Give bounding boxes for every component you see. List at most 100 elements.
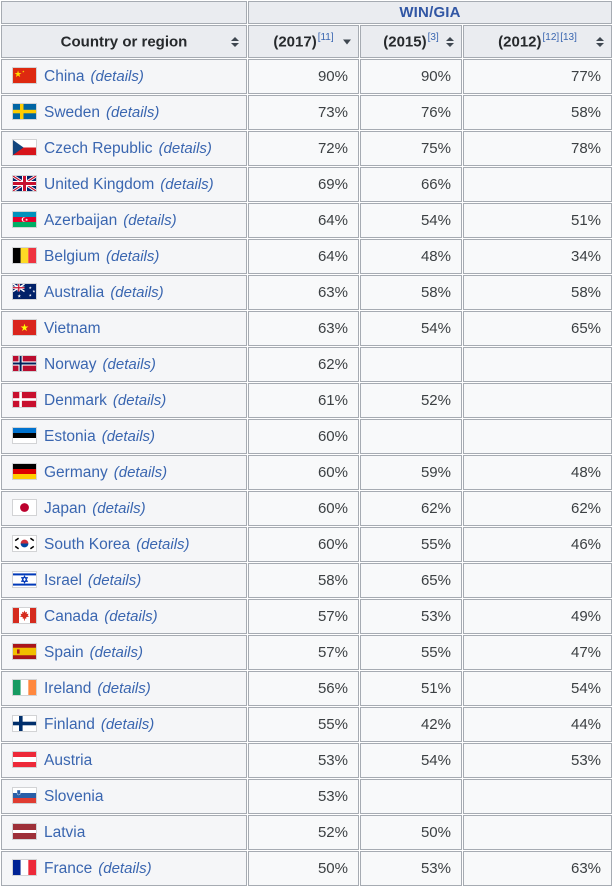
country-link[interactable]: Belgium — [44, 247, 100, 265]
value-2015: 53% — [360, 851, 462, 886]
flag-icon-china: ★ ★ — [13, 67, 36, 83]
details-link[interactable]: (details) — [104, 607, 158, 625]
country-cell: Latvia — [1, 815, 247, 850]
country-link[interactable]: China — [44, 67, 85, 85]
country-link[interactable]: Estonia — [44, 427, 96, 445]
details-link[interactable]: (details) — [89, 643, 144, 661]
value-2015: 75% — [360, 131, 462, 166]
country-link[interactable]: Sweden — [44, 103, 101, 121]
flag-icon-australia: ★ ★ ★ ★ — [13, 283, 36, 299]
value-2017: 63% — [248, 275, 359, 310]
details-link[interactable]: (details) — [110, 283, 164, 301]
value-2015 — [360, 347, 462, 382]
country-link[interactable]: Azerbaijan — [44, 211, 118, 229]
country-link[interactable]: Spain — [44, 643, 84, 661]
country-cell: Finland (details) — [1, 707, 247, 742]
value-2012 — [463, 347, 613, 382]
column-label: (2012) — [498, 33, 542, 51]
reference-link[interactable]: [13] — [560, 31, 577, 43]
details-link[interactable]: (details) — [113, 463, 168, 481]
value-2012 — [463, 779, 613, 814]
column-header-v2017[interactable]: (2017)[11] — [248, 25, 359, 58]
value-2015: 54% — [360, 311, 462, 346]
country-link[interactable]: Austria — [44, 751, 93, 769]
country-link[interactable]: United Kingdom — [44, 175, 155, 193]
country-link[interactable]: Latvia — [44, 823, 86, 841]
country-cell: ★ ★ ★ ★ Australia (details) — [1, 275, 247, 310]
reference-link[interactable]: [11] — [317, 31, 334, 43]
value-2017: 69% — [248, 167, 359, 202]
value-2015: 52% — [360, 383, 462, 418]
column-header-country[interactable]: Country or region — [1, 25, 247, 58]
value-2017: 90% — [248, 59, 359, 94]
table-row: Belgium (details) 64% 48% 34% — [1, 239, 613, 274]
reference-link[interactable]: [12] — [542, 31, 560, 43]
value-2015: 65% — [360, 563, 462, 598]
country-link[interactable]: Germany — [44, 463, 108, 481]
details-link[interactable]: (details) — [97, 679, 151, 697]
value-2017: 52% — [248, 815, 359, 850]
country-cell: France (details) — [1, 851, 247, 886]
column-label: (2017) — [273, 33, 317, 51]
sort-desc-icon — [343, 39, 351, 44]
column-header-v2012[interactable]: (2012)[12][13] — [463, 25, 613, 58]
details-link[interactable]: (details) — [160, 175, 214, 193]
details-link[interactable]: (details) — [158, 139, 212, 157]
value-2017: 53% — [248, 779, 359, 814]
table-row: Israel (details) 58% 65% — [1, 563, 613, 598]
country-cell: Estonia (details) — [1, 419, 247, 454]
details-link[interactable]: (details) — [87, 571, 142, 589]
table-row: Canada (details) 57% 53% 49% — [1, 599, 613, 634]
details-link[interactable]: (details) — [100, 715, 155, 733]
country-link[interactable]: Denmark — [44, 391, 107, 409]
country-link[interactable]: Japan — [44, 499, 87, 517]
value-2017: 55% — [248, 707, 359, 742]
details-link[interactable]: (details) — [106, 103, 160, 121]
details-link[interactable]: (details) — [136, 535, 190, 553]
country-link[interactable]: Canada — [44, 607, 99, 625]
country-cell: ★ Vietnam — [1, 311, 247, 346]
country-link[interactable]: Ireland — [44, 679, 92, 697]
country-link[interactable]: South Korea — [44, 535, 131, 553]
country-cell: Austria — [1, 743, 247, 778]
country-link[interactable]: Finland — [44, 715, 95, 733]
table-row: Denmark (details) 61% 52% — [1, 383, 613, 418]
value-2012: 48% — [463, 455, 613, 490]
details-link[interactable]: (details) — [90, 67, 144, 85]
details-link[interactable]: (details) — [123, 211, 177, 229]
details-link[interactable]: (details) — [92, 499, 146, 517]
svg-text:★: ★ — [32, 289, 35, 293]
details-link[interactable]: (details) — [101, 427, 156, 445]
table-row: France (details) 50% 53% 63% — [1, 851, 613, 886]
country-cell: Germany (details) — [1, 455, 247, 490]
table-row: Spain (details) 57% 55% 47% — [1, 635, 613, 670]
value-2012: 58% — [463, 275, 613, 310]
flag-icon-ireland — [13, 679, 36, 695]
details-link[interactable]: (details) — [102, 355, 156, 373]
flag-icon-austria — [13, 751, 36, 767]
reference-link[interactable]: [3] — [427, 31, 439, 43]
country-link[interactable]: Norway — [44, 355, 97, 373]
column-header-v2015[interactable]: (2015)[3] — [360, 25, 462, 58]
country-link[interactable]: Slovenia — [44, 787, 104, 805]
details-link[interactable]: (details) — [106, 247, 160, 265]
table-row: Germany (details) 60% 59% 48% — [1, 455, 613, 490]
country-cell: South Korea (details) — [1, 527, 247, 562]
details-link[interactable]: (details) — [112, 391, 167, 409]
flag-icon-finland — [13, 715, 36, 731]
country-link[interactable]: Czech Republic — [44, 139, 153, 157]
country-link[interactable]: Australia — [44, 283, 105, 301]
table-row: Norway (details) 62% — [1, 347, 613, 382]
country-cell: Ireland (details) — [1, 671, 247, 706]
flag-icon-israel — [13, 571, 36, 587]
table-row: ★ ★ ★ ★ Australia (details) 63% 58% 58% — [1, 275, 613, 310]
country-link[interactable]: Israel — [44, 571, 82, 589]
details-link[interactable]: (details) — [98, 859, 152, 877]
country-cell: Slovenia — [1, 779, 247, 814]
value-2015: 55% — [360, 527, 462, 562]
value-2017: 60% — [248, 419, 359, 454]
country-link[interactable]: France — [44, 859, 93, 877]
country-link[interactable]: Vietnam — [44, 319, 101, 337]
flag-icon-estonia — [13, 427, 36, 443]
flag-icon-latvia — [13, 823, 36, 839]
